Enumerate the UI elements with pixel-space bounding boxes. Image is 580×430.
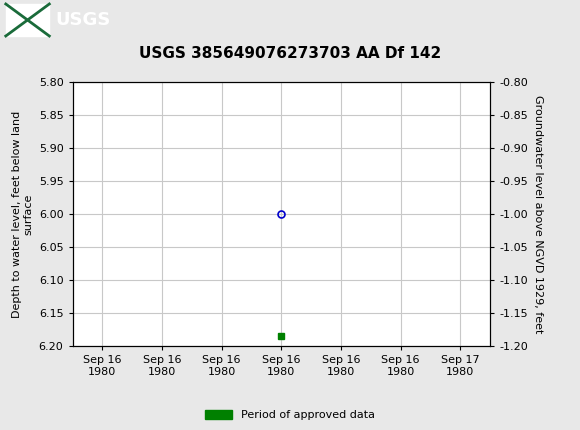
Bar (6, 4, 49, 36)
Legend: Period of approved data: Period of approved data (205, 410, 375, 420)
Y-axis label: Depth to water level, feet below land
surface: Depth to water level, feet below land su… (12, 111, 33, 317)
Text: USGS: USGS (55, 11, 110, 29)
Text: USGS 385649076273703 AA Df 142: USGS 385649076273703 AA Df 142 (139, 46, 441, 61)
Y-axis label: Groundwater level above NGVD 1929, feet: Groundwater level above NGVD 1929, feet (534, 95, 543, 333)
